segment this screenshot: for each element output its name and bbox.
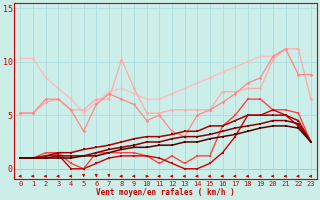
X-axis label: Vent moyen/en rafales ( km/h ): Vent moyen/en rafales ( km/h ) [96, 188, 235, 197]
